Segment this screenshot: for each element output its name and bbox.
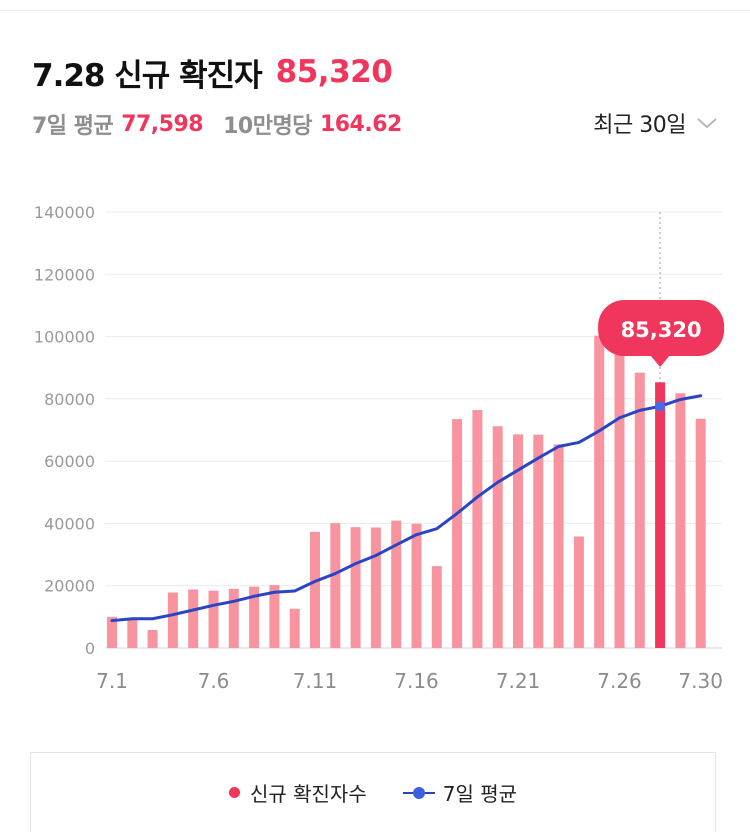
stats-row: 7일 평균 77,598 10만명당 164.62: [32, 108, 402, 140]
y-tick-label: 0: [85, 639, 95, 658]
chevron-down-icon: [697, 118, 717, 129]
x-tick-label: 7.26: [597, 669, 642, 693]
y-tick-label: 120000: [34, 265, 95, 284]
bar: [452, 419, 463, 648]
legend-blue-line-icon: [402, 786, 435, 799]
bar: [634, 372, 645, 648]
y-tick-label: 140000: [34, 203, 95, 222]
bar: [594, 335, 605, 648]
bar: [553, 444, 564, 648]
legend-item-average[interactable]: 7일 평균: [402, 778, 518, 807]
cases-chart: 140000120000100000800006000040000200000 …: [34, 203, 725, 693]
legend-cases-label: 신규 확진자수: [249, 782, 367, 806]
bar: [289, 608, 300, 648]
bar: [228, 588, 239, 648]
bar: [472, 410, 483, 648]
x-tick-label: 7.30: [678, 669, 723, 693]
bar: [269, 585, 280, 648]
bar: [492, 426, 503, 648]
y-tick-label: 80000: [44, 390, 95, 409]
period-dropdown[interactable]: 최근 30일: [593, 106, 718, 140]
tooltip-pointer: [650, 355, 671, 367]
bar: [675, 393, 686, 648]
y-tick-label: 20000: [44, 577, 95, 596]
bar: [147, 629, 158, 648]
x-tick-label: 7.16: [394, 669, 439, 693]
y-tick-label: 60000: [44, 452, 95, 471]
bar: [310, 531, 320, 648]
period-label: 최근 30일: [593, 113, 686, 138]
bar: [249, 586, 260, 648]
tooltip-value: 85,320: [621, 318, 702, 342]
bar: [513, 434, 523, 648]
avg-label: 7일 평균: [32, 114, 114, 139]
bar: [330, 523, 341, 648]
bar: [188, 589, 199, 648]
bar: [208, 590, 219, 648]
per100k-label: 10만명당: [223, 114, 312, 139]
x-tick-label: 7.21: [496, 669, 541, 693]
x-tick-label: 7.1: [96, 669, 128, 693]
bar: [370, 527, 381, 648]
tooltip-bubble: [598, 300, 725, 356]
per100k-value: 164.62: [319, 111, 402, 137]
bar: [411, 523, 422, 648]
average-point-highlight: [655, 401, 666, 412]
bar: [573, 536, 584, 648]
bar: [533, 434, 544, 648]
bar: [127, 619, 138, 648]
bar-highlighted: [655, 382, 666, 648]
bar: [391, 520, 402, 648]
top-divider: [0, 0, 750, 11]
legend-average-label: 7일 평균: [442, 782, 518, 806]
headline: 7.28 신규 확진자 85,320: [32, 50, 393, 94]
bar: [614, 338, 625, 648]
bar: [167, 592, 178, 648]
legend-item-cases[interactable]: 신규 확진자수: [228, 778, 367, 807]
bar: [350, 527, 361, 648]
y-tick-label: 40000: [44, 514, 95, 533]
bar: [695, 418, 706, 648]
headline-date-title: 7.28 신규 확진자: [32, 57, 263, 94]
avg-value: 77,598: [121, 111, 204, 137]
chart-legend: 신규 확진자수 7일 평균: [30, 752, 716, 832]
headline-case-count: 85,320: [275, 54, 393, 90]
legend-red-dot-icon: [228, 787, 240, 798]
x-tick-label: 7.11: [293, 669, 338, 693]
bar: [431, 566, 442, 648]
y-tick-label: 100000: [34, 328, 95, 347]
x-tick-label: 7.6: [198, 669, 230, 693]
average-line: [110, 394, 703, 623]
bar: [107, 616, 117, 648]
